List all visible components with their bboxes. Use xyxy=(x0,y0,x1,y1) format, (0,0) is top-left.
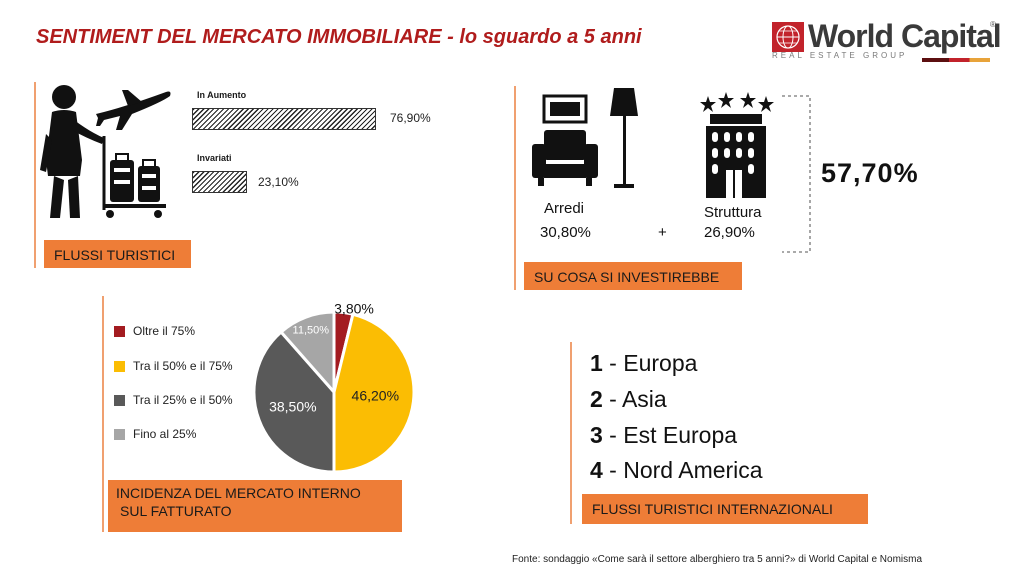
armchair-lamp-icon xyxy=(532,88,638,188)
bar-label-invariati: Invariati xyxy=(197,153,232,163)
bar-value-invariati: 23,10% xyxy=(258,175,299,189)
ranking-separator: - xyxy=(602,457,624,483)
ranking-name: Est Europa xyxy=(623,422,738,448)
legend-label: Fino al 25% xyxy=(133,427,197,441)
ranking-number: 4 xyxy=(590,457,603,483)
ranking-item-est-europa: 3 - Est Europa xyxy=(590,422,737,449)
legend-swatch xyxy=(114,361,125,372)
bar-label-in-aumento: In Aumento xyxy=(197,90,247,100)
section-divider xyxy=(34,82,36,268)
logo-subtitle: REAL ESTATE GROUP xyxy=(772,51,908,60)
ranking-separator: - xyxy=(602,386,622,412)
legend-swatch xyxy=(114,429,125,440)
pie-chart: 3,80% 46,20% 38,50% 11,50% xyxy=(252,288,422,478)
traveler-with-luggage-icon xyxy=(40,85,166,218)
source-footnote: Fonte: sondaggio «Come sarà il settore a… xyxy=(512,554,923,565)
ranking-number: 3 xyxy=(590,422,603,448)
tag-flussi-turistici: FLUSSI TURISTICI xyxy=(44,240,191,268)
legend-label: Tra il 25% e il 50% xyxy=(133,393,233,407)
airplane-icon xyxy=(96,90,171,130)
pie-chart-svg: 3,80% 46,20% 38,50% 11,50% xyxy=(252,301,416,474)
ranking-number: 1 xyxy=(590,350,603,376)
registered-mark: ® xyxy=(990,20,996,29)
section-divider xyxy=(514,86,516,290)
pie-slice xyxy=(252,329,336,474)
investment-struttura-value: 26,90% xyxy=(704,224,755,241)
total-bracket xyxy=(782,95,811,253)
tag-line-2: SUL FATTURATO xyxy=(120,503,232,519)
ranking-number: 2 xyxy=(590,386,603,412)
pie-slice-value-label: 38,50% xyxy=(269,398,316,414)
bar-in-aumento xyxy=(192,108,376,130)
ranking-item-europa: 1 - Europa xyxy=(590,350,697,377)
investment-arredi-label: Arredi xyxy=(544,200,585,217)
investment-plus-sign: + xyxy=(658,224,667,241)
ranking-item-nord-america: 4 - Nord America xyxy=(590,457,763,484)
page-title: SENTIMENT DEL MERCATO IMMOBILIARE - lo s… xyxy=(36,26,642,48)
legend-swatch xyxy=(114,326,125,337)
bar-invariati xyxy=(192,171,247,193)
pie-slice xyxy=(332,312,416,474)
ranking-item-asia: 2 - Asia xyxy=(590,386,667,413)
pie-slice-value-label: 46,20% xyxy=(352,388,399,404)
globe-logo-icon xyxy=(772,22,804,52)
legend-label: Tra il 50% e il 75% xyxy=(133,359,233,373)
ranking-name: Europa xyxy=(623,350,698,376)
hotel-building-stars-icon xyxy=(700,92,774,198)
investment-struttura-label: Struttura xyxy=(704,204,762,221)
tag-su-cosa-si-investirebbe: SU COSA SI INVESTIREBBE xyxy=(524,262,742,290)
pie-slice-value-label: 11,50% xyxy=(293,325,330,337)
legend-swatch xyxy=(114,395,125,406)
ranking-name: Asia xyxy=(621,386,667,412)
logo-color-stripe xyxy=(922,58,990,62)
ranking-separator: - xyxy=(602,422,624,448)
bar-value-in-aumento: 76,90% xyxy=(390,111,431,125)
ranking-name: Nord America xyxy=(623,457,763,483)
logo-wordmark: World Capital xyxy=(808,18,1002,54)
tag-flussi-turistici-internazionali: FLUSSI TURISTICI INTERNAZIONALI xyxy=(582,494,868,524)
tag-line-1: INCIDENZA DEL MERCATO INTERNO xyxy=(116,485,361,501)
investment-total: 57,70% xyxy=(821,158,919,188)
section-divider xyxy=(102,296,104,532)
tag-incidenza-mercato-interno: INCIDENZA DEL MERCATO INTERNO SUL FATTUR… xyxy=(108,480,402,532)
world-capital-logo: World Capital ® REAL ESTATE GROUP xyxy=(772,18,1002,64)
pie-slice-value-label: 3,80% xyxy=(334,301,374,317)
legend-label: Oltre il 75% xyxy=(133,324,196,338)
ranking-separator: - xyxy=(602,350,624,376)
section-divider xyxy=(570,342,572,524)
pie-slice xyxy=(278,310,336,396)
investment-arredi-value: 30,80% xyxy=(540,224,591,241)
